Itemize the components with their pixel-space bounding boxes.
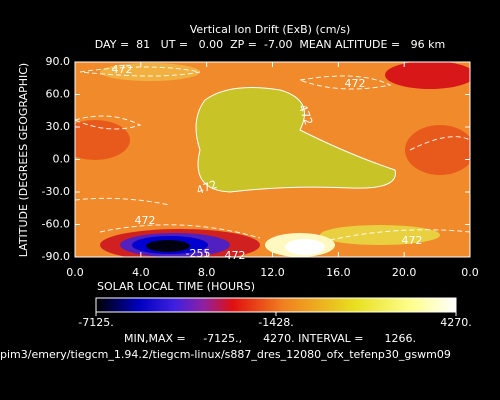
y-tick-label: 0.0 xyxy=(53,153,71,166)
y-tick-label: -30.0 xyxy=(42,185,70,198)
y-tick-label: -90.0 xyxy=(42,250,70,263)
y-tick-label: -60.0 xyxy=(42,218,70,231)
stats: MIN,MAX = -7125., 4270. INTERVAL = 1266. xyxy=(124,332,416,345)
x-tick-label: 20.0 xyxy=(392,266,417,279)
contour-label: -255 xyxy=(186,247,211,260)
x-tick-label: 8.0 xyxy=(198,266,216,279)
colorbar-tick-label: -1428. xyxy=(258,316,293,329)
colorbar-tick-label: 4270. xyxy=(440,316,472,329)
contour-label: 472 xyxy=(402,234,423,247)
x-tick-label: 0.0 xyxy=(461,266,479,279)
contour-label: 472 xyxy=(112,63,133,76)
y-tick-label: 30.0 xyxy=(46,120,71,133)
contour-label: 472 xyxy=(345,77,366,90)
chart-title: Vertical Ion Drift (ExB) (cm/s) xyxy=(190,23,351,36)
colorbar xyxy=(95,297,457,313)
y-tick-label: 90.0 xyxy=(46,55,71,68)
contour-label: 472 xyxy=(135,214,156,227)
chart-subtitle: DAY = 81 UT = 0.00 ZP = -7.00 MEAN ALTIT… xyxy=(95,38,445,51)
contour-label: 472 xyxy=(225,249,246,262)
footer: pim3/emery/tiegcm_1.94.2/tiegcm-linux/s8… xyxy=(0,348,451,361)
y-tick-label: 60.0 xyxy=(46,88,71,101)
x-tick-label: 12.0 xyxy=(260,266,285,279)
x-tick-label: 4.0 xyxy=(132,266,150,279)
x-tick-label: 16.0 xyxy=(326,266,351,279)
y-axis-label: LATITUDE (DEGREES GEOGRAPHIC) xyxy=(17,63,30,257)
colorbar-tick-label: -7125. xyxy=(78,316,113,329)
contour-field xyxy=(75,62,470,257)
x-tick-label: 0.0 xyxy=(66,266,84,279)
x-axis-label: SOLAR LOCAL TIME (HOURS) xyxy=(97,280,255,293)
